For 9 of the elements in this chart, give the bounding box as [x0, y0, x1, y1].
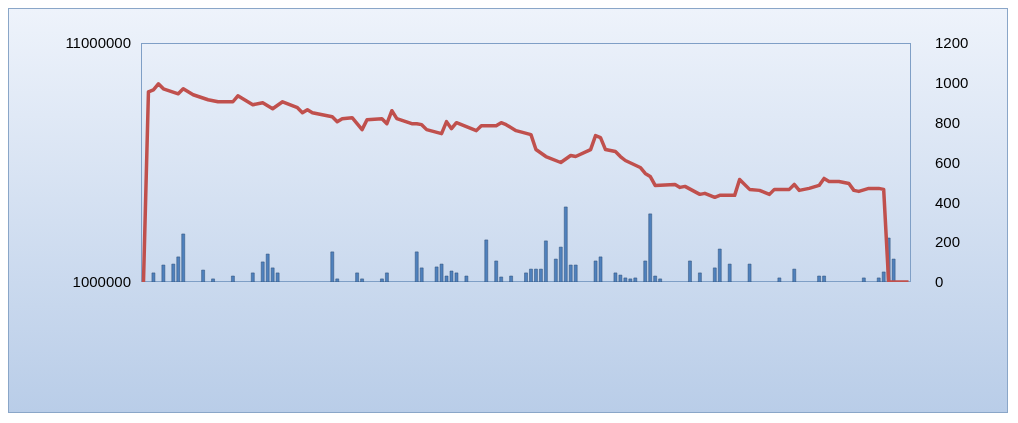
- y2-tick-label: 1200: [935, 34, 969, 52]
- y2-tick-label: 200: [935, 233, 961, 251]
- y2-tick-label: 1000: [935, 74, 969, 92]
- y2-tick-label: 800: [935, 113, 961, 131]
- y-tick-label: 11000000: [65, 34, 131, 52]
- y2-tick-label: 400: [935, 193, 961, 211]
- y-tick-label: 1000000: [72, 273, 131, 291]
- y2-tick-label: 600: [935, 153, 961, 171]
- y2-tick-label: 0: [935, 273, 944, 291]
